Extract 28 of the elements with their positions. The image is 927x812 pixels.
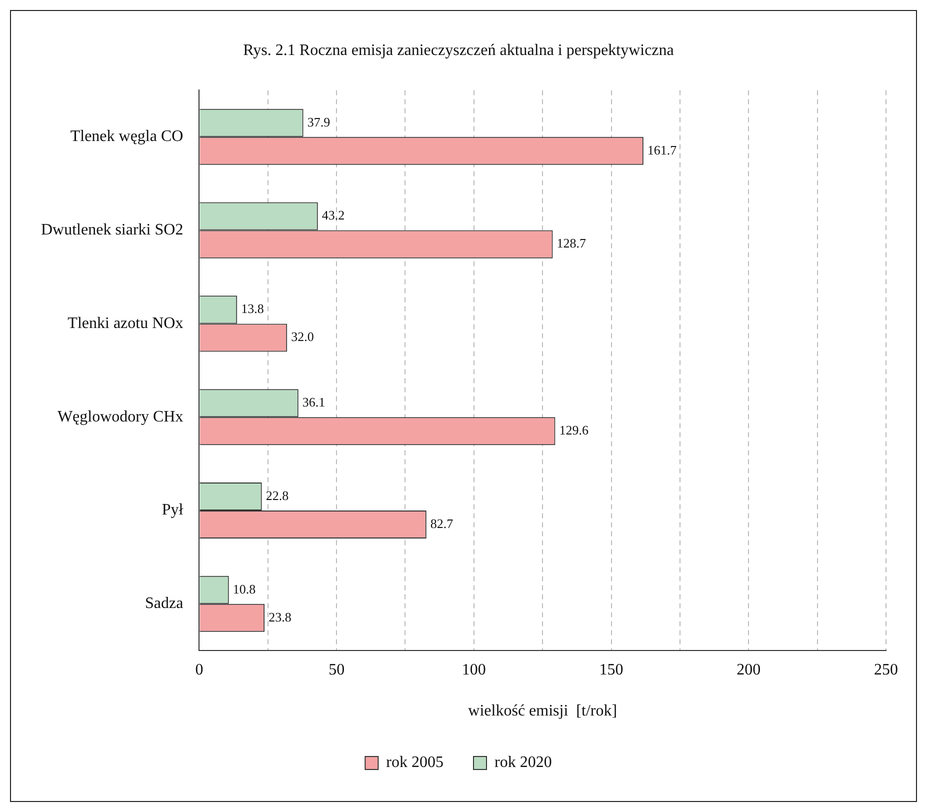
x-tick-label: 100 bbox=[462, 661, 486, 678]
data-label: 23.8 bbox=[268, 609, 292, 624]
y-tick-label: Pył bbox=[162, 502, 184, 519]
x-tick-label: 250 bbox=[874, 661, 898, 678]
y-tick-label: Dwutlenek siarki SO2 bbox=[41, 222, 184, 239]
x-tick-label: 200 bbox=[736, 661, 761, 678]
y-tick-label: Tlenki azotu NOx bbox=[68, 314, 184, 332]
data-label: 128.7 bbox=[556, 236, 587, 251]
data-label: 10.8 bbox=[232, 581, 256, 596]
legend-label: rok 2005 bbox=[386, 754, 444, 772]
y-tick-label: Węglowodory CHx bbox=[57, 408, 184, 426]
x-tick-label: 150 bbox=[599, 661, 624, 678]
data-label: 22.8 bbox=[266, 488, 289, 503]
chart-title: Rys. 2.1 Roczna emisja zanieczyszczeń aktualna i perspektywiczna bbox=[243, 42, 674, 59]
data-label: 36.1 bbox=[302, 394, 326, 410]
data-label: 43.2 bbox=[322, 208, 345, 223]
data-label: 13.8 bbox=[241, 301, 264, 316]
x-tick-label: 50 bbox=[328, 661, 345, 678]
data-label: 161.7 bbox=[647, 142, 678, 158]
data-label: 37.9 bbox=[307, 114, 330, 130]
y-tick-label: Tlenek węgla CO bbox=[70, 128, 184, 146]
legend-label: rok 2020 bbox=[494, 754, 552, 772]
x-tick-label: 0 bbox=[195, 661, 204, 678]
data-label: 129.6 bbox=[559, 422, 589, 438]
x-axis-title: wielkość emisji [t/rok] bbox=[468, 702, 618, 720]
y-tick-label: Sadza bbox=[145, 595, 184, 612]
data-label: 82.7 bbox=[430, 516, 454, 531]
data-label: 32.0 bbox=[291, 329, 314, 344]
